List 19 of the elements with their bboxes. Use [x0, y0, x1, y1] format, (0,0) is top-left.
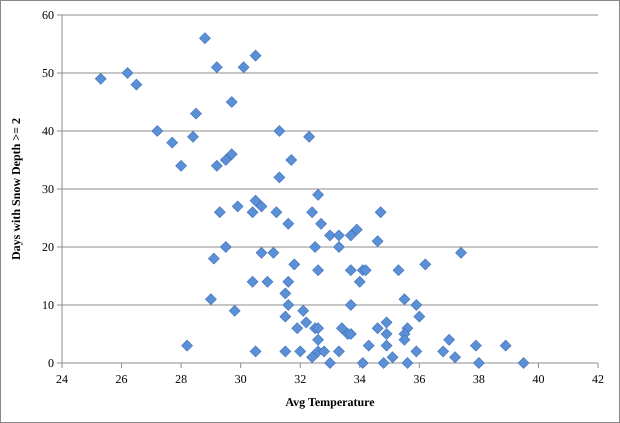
x-tick-label: 38 [472, 372, 485, 386]
y-tick-label: 10 [42, 298, 54, 312]
y-tick-label: 30 [42, 182, 54, 196]
y-tick-label: 40 [42, 124, 54, 138]
y-axis-title: Days with Snow Depth >= 2 [9, 118, 23, 260]
x-tick-label: 32 [294, 372, 306, 386]
y-tick-label: 0 [48, 356, 54, 370]
x-tick-label: 28 [175, 372, 188, 386]
y-tick-label: 20 [42, 240, 54, 254]
y-tick-label: 50 [42, 66, 54, 80]
y-tick-label: 60 [42, 8, 54, 22]
x-tick-label: 40 [532, 372, 544, 386]
x-tick-label: 34 [354, 372, 366, 386]
x-tick-label: 36 [413, 372, 426, 386]
x-tick-label: 24 [56, 372, 68, 386]
x-tick-label: 42 [592, 372, 604, 386]
x-axis-title: Avg Temperature [285, 395, 376, 409]
x-tick-label: 30 [234, 372, 247, 386]
x-tick-label: 26 [116, 372, 128, 386]
